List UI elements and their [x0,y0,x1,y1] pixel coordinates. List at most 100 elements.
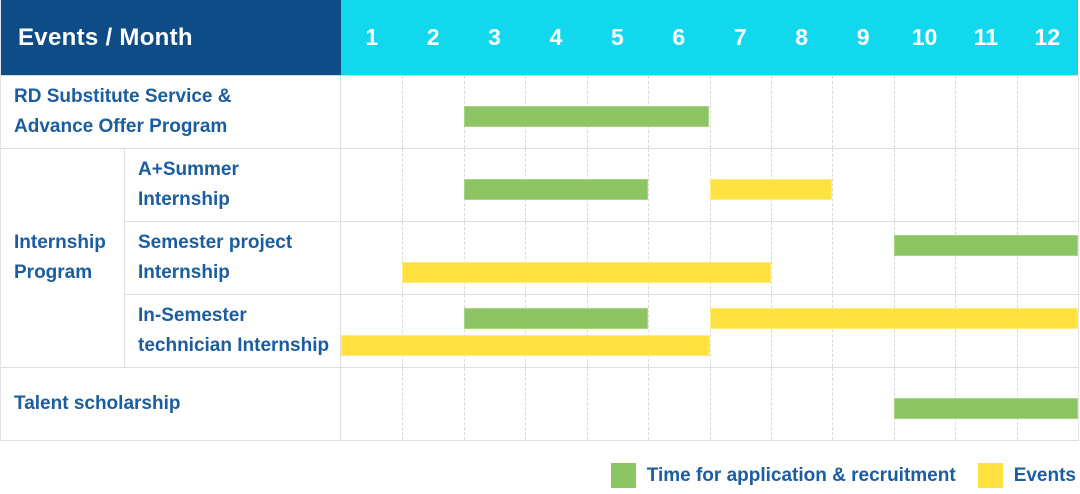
row-label-semester-project-internship: Semester project Internship [125,222,341,295]
month-gridline [525,368,527,440]
month-gridline [832,368,834,440]
label-line: A+Summer [138,159,239,180]
month-gridline [586,222,588,294]
month-gridline [586,368,588,440]
table-header-row: Events / Month 1 2 3 4 5 6 7 8 9 10 11 12 [1,0,1078,75]
table-body: RD Substitute Service & Advance Offer Pr… [1,75,1079,441]
month-gridline [955,222,957,294]
month-gridline [402,222,404,294]
month-gridline [832,76,834,148]
month-gridline [832,222,834,294]
legend-item-events: Events [977,463,1076,488]
label-line: Internship [138,189,230,210]
chart-row-3 [341,222,1079,295]
month-gridline [648,368,650,440]
events-bar-m7-m12 [709,308,1078,329]
month-gridline [955,295,957,367]
month-header-1: 1 [365,24,379,50]
row-label-rd-substitute: RD Substitute Service & Advance Offer Pr… [1,76,341,149]
label-line: Internship [14,232,106,253]
month-gridline [463,368,465,440]
events-bar-m2-m7 [402,262,771,283]
green-swatch-icon [610,463,636,488]
month-gridline [1016,222,1018,294]
chart-row-5 [341,368,1079,441]
month-gridline [463,295,465,367]
month-header-2: 2 [426,24,440,50]
row-group-internship-program: Internship Program [1,149,125,368]
legend-item-recruitment: Time for application & recruitment [610,463,956,488]
month-header-5: 5 [611,24,624,50]
month-header-8: 8 [795,24,809,50]
month-header-12: 12 [1034,24,1061,50]
recruitment-bar-m10-m12 [893,398,1078,419]
month-gridline [648,295,650,367]
legend-label: Time for application & recruitment [646,464,956,486]
month-header-9: 9 [856,24,870,50]
chart-legend: Time for application & recruitment Event… [0,463,1080,488]
label-line: technician Internship [138,335,330,356]
row-label-a-summer-internship: A+Summer Internship [125,149,341,222]
month-header-6: 6 [672,24,686,50]
month-gridline [525,295,527,367]
chart-row-2 [341,149,1079,222]
row-label-talent-scholarship: Talent scholarship [1,368,341,441]
month-gridline [955,76,957,148]
month-gridline [770,368,772,440]
recruitment-bar-m3-m5 [463,179,649,200]
page-title: Events / Month [18,23,193,51]
month-gridline [525,222,527,294]
label-line: Advance Offer Program [14,116,228,137]
events-bar-m1-m6 [341,335,710,356]
month-header-7: 7 [733,24,747,50]
month-gridline [709,222,711,294]
month-gridline [893,76,895,148]
month-gridline [1016,149,1018,221]
month-gridline [1016,76,1018,148]
chart-row-4 [341,295,1079,368]
recruitment-bar-m10-m12 [893,235,1078,256]
month-gridline [402,368,404,440]
month-header-4: 4 [549,24,563,50]
month-gridline [402,76,404,148]
month-gridline [955,149,957,221]
month-gridline [770,222,772,294]
month-gridline [463,222,465,294]
month-gridline [402,149,404,221]
month-gridline [1016,295,1018,367]
month-gridline [893,295,895,367]
events-month-table: Events / Month 1 2 3 4 5 6 7 8 9 10 11 12 RD Substi… [0,0,1079,441]
chart-row-1 [341,76,1079,149]
month-gridline [648,222,650,294]
label-line: Semester project [138,232,293,253]
label-line: Program [14,262,93,283]
month-header-10: 10 [911,24,938,50]
header-title-cell: Events / Month [1,0,341,75]
yellow-swatch-icon [977,463,1003,488]
legend-label: Events [1013,464,1076,486]
month-gridline [709,368,711,440]
month-axis: 1 2 3 4 5 6 7 8 9 10 11 12 [341,0,1078,75]
month-gridline [402,295,404,367]
label-line: RD Substitute Service & [14,86,232,107]
month-header-3: 3 [488,24,501,50]
month-gridline [893,149,895,221]
month-gridline [709,295,711,367]
label-line: In-Semester [138,305,247,326]
month-gridline [832,295,834,367]
row-label-in-semester-technician-internship: In-Semester technician Internship [125,295,341,368]
events-bar-m7-m8 [709,179,833,200]
month-header-11: 11 [973,24,999,50]
month-gridline [832,149,834,221]
month-gridline [586,295,588,367]
recruitment-bar-m3-m6 [463,106,710,127]
label-line: Internship [138,262,230,283]
month-gridline [893,222,895,294]
month-gridline [709,76,711,148]
recruitment-bar-m3-m5 [463,308,649,329]
label-line: Talent scholarship [14,393,181,414]
month-gridline [770,295,772,367]
month-gridline [770,76,772,148]
month-gridline [648,149,650,221]
